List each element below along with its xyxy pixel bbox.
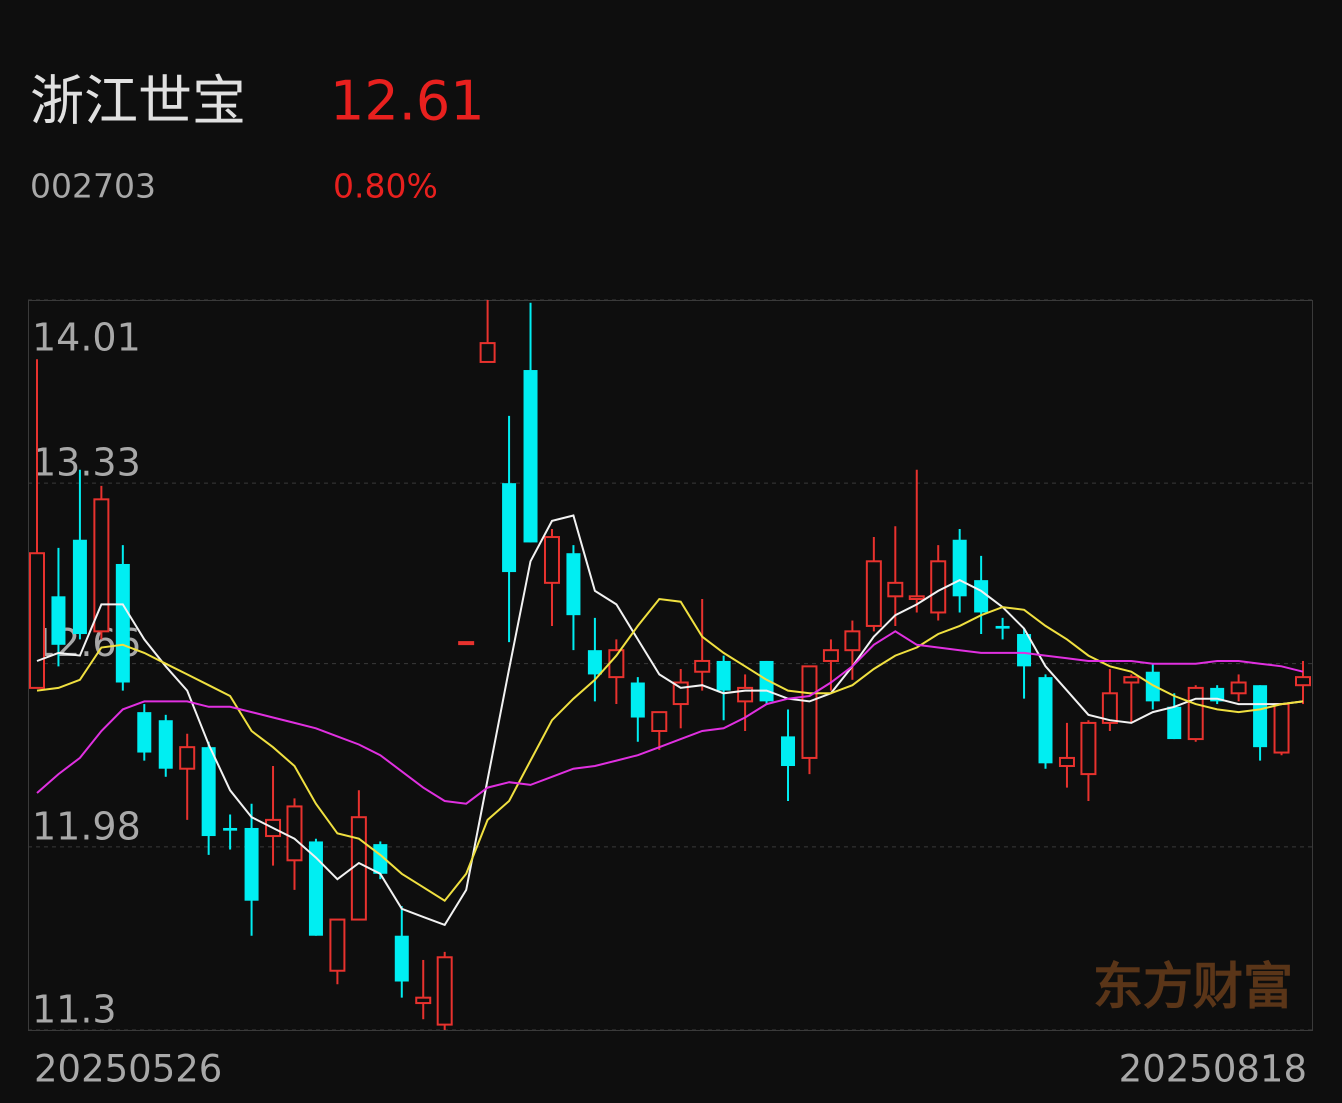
y-tick-label: 13.33 [32, 441, 141, 485]
candle-body [523, 370, 538, 543]
x-tick-label: 20250818 [1119, 1048, 1307, 1091]
candle-body [630, 682, 645, 718]
candle-body [887, 581, 904, 598]
candle-body [29, 552, 45, 689]
moving-average-line [36, 514, 1304, 927]
candle-body [137, 712, 152, 753]
candle-body [458, 641, 475, 646]
y-tick-label: 11.3 [32, 988, 117, 1032]
candle-body [1058, 756, 1075, 768]
candle-body [308, 841, 323, 936]
candle-body [51, 596, 66, 645]
y-tick-label: 14.01 [32, 316, 141, 360]
candle-body [1167, 706, 1182, 740]
moving-average-line [36, 630, 1304, 805]
candle-body [822, 649, 839, 662]
candle-body [72, 539, 87, 635]
price-change: 0.80% [333, 167, 438, 206]
candle-body [974, 580, 989, 613]
candle-body [1230, 681, 1247, 695]
candle-body [801, 665, 818, 759]
candle-body [930, 560, 947, 614]
candle-body [1017, 634, 1032, 667]
candle-body [415, 996, 432, 1005]
candle-body [1038, 677, 1053, 764]
candle-body [1123, 676, 1140, 684]
candle-body [908, 595, 925, 601]
candle-body [543, 536, 560, 584]
candle-body [479, 342, 496, 363]
candle-body [286, 805, 303, 862]
stock-code: 002703 [30, 167, 156, 206]
candle-body [93, 498, 110, 633]
candle-body [223, 827, 238, 831]
candle-body [865, 560, 882, 627]
y-tick-label: 11.98 [32, 804, 141, 848]
candle-body [1101, 692, 1118, 724]
watermark: 东方财富 [1093, 958, 1293, 1016]
candle-body [1295, 676, 1311, 687]
candle-body [350, 816, 367, 921]
candle-body [179, 746, 196, 770]
candle-body [587, 650, 602, 675]
stock-price: 12.61 [330, 70, 485, 133]
candle-body [244, 827, 259, 901]
candle-body [115, 563, 130, 683]
candle-body [1273, 703, 1290, 754]
candle-body [436, 956, 453, 1026]
candle-body [1253, 685, 1268, 748]
candle-body [694, 659, 711, 673]
candle-body [502, 483, 517, 573]
candle-body [651, 711, 668, 732]
candle-body [566, 553, 581, 616]
stock-name: 浙江世宝 [30, 70, 246, 133]
candle-body [781, 736, 796, 767]
candle-body [716, 660, 731, 691]
candle-body [952, 539, 967, 597]
x-tick-label: 20250526 [34, 1048, 222, 1091]
moving-average-line [36, 597, 1304, 903]
candle-body [394, 935, 409, 982]
candle-body [158, 720, 173, 769]
candle-body [1187, 686, 1204, 741]
candle-body [201, 747, 216, 837]
candle-body [995, 625, 1010, 629]
candle-body [1080, 721, 1097, 776]
candle-body [1145, 671, 1160, 702]
candle-body [844, 630, 861, 652]
candle-body [329, 918, 346, 972]
chart-frame [28, 300, 1313, 1031]
